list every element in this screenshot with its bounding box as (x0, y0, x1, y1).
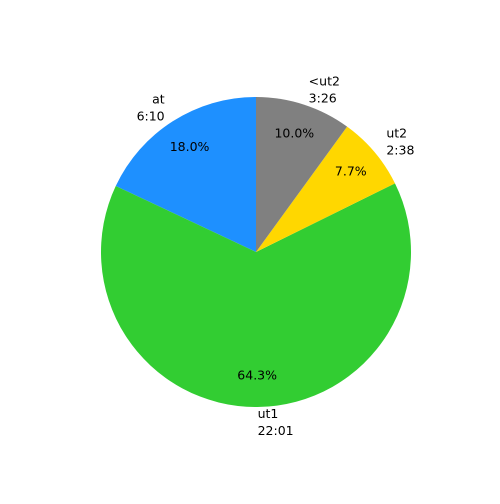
slice-name: <ut2 (309, 73, 340, 88)
slice-duration: 3:26 (309, 90, 337, 105)
slice-name: ut1 (258, 405, 279, 420)
slice-duration: 22:01 (258, 422, 294, 437)
pct-label: 7.7% (335, 164, 367, 179)
slice-name: at (152, 91, 165, 106)
slice-label: at 6:10 (137, 91, 165, 123)
pie-slice (101, 183, 412, 407)
slice-duration: 6:10 (137, 108, 165, 123)
pct-label: 10.0% (274, 126, 314, 141)
slice-label: <ut2 3:26 (309, 73, 340, 105)
slice-duration: 2:38 (386, 142, 414, 157)
pct-label: 18.0% (170, 139, 210, 154)
slice-name: ut2 (386, 125, 407, 140)
pie-slice (256, 97, 348, 252)
pie-slice (256, 126, 395, 252)
pie-slice (115, 97, 257, 252)
slice-label: ut2 2:38 (386, 125, 414, 157)
pct-label: 64.3% (237, 367, 277, 382)
slice-label: ut1 22:01 (258, 405, 294, 437)
